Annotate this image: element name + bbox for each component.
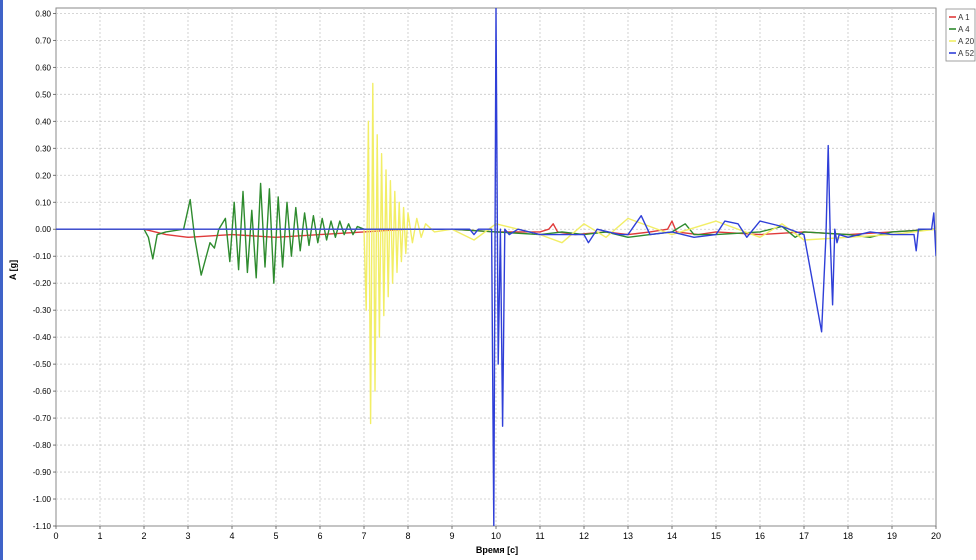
x-tick-label: 2	[141, 531, 146, 541]
x-axis-title: Время [c]	[476, 545, 518, 555]
y-tick-label: -0.10	[33, 252, 52, 261]
window-edge-bar	[0, 0, 3, 560]
y-tick-label: -0.70	[33, 414, 52, 423]
x-tick-label: 6	[317, 531, 322, 541]
series-line-a-52	[56, 8, 936, 526]
x-tick-label: 15	[711, 531, 721, 541]
x-tick-label: 8	[405, 531, 410, 541]
x-tick-label: 5	[273, 531, 278, 541]
x-tick-label: 19	[887, 531, 897, 541]
y-axis-title: A [g]	[8, 260, 18, 280]
x-tick-label: 17	[799, 531, 809, 541]
y-tick-label: -0.80	[33, 441, 52, 450]
x-tick-label: 7	[361, 531, 366, 541]
y-tick-label: -0.40	[33, 333, 52, 342]
y-tick-label: 0.80	[35, 9, 51, 18]
x-tick-label: 10	[491, 531, 501, 541]
y-tick-label: 0.00	[35, 225, 51, 234]
x-tick-label: 18	[843, 531, 853, 541]
legend-label: A 4	[958, 25, 970, 34]
legend-label: A 52	[958, 49, 975, 58]
y-tick-label: -0.30	[33, 306, 52, 315]
axes: 0 1 2 3 4 5 6 7 8 9 10 11 12 13 14 15 16 17 18 19 200.800.70…	[33, 9, 941, 541]
y-tick-label: -0.20	[33, 279, 52, 288]
x-tick-label: 16	[755, 531, 765, 541]
y-tick-label: 0.10	[35, 198, 51, 207]
y-tick-label: 0.50	[35, 90, 51, 99]
legend-label: A 1	[958, 13, 970, 22]
x-tick-label: 1	[97, 531, 102, 541]
y-tick-label: -1.00	[33, 495, 52, 504]
y-tick-label: 0.30	[35, 144, 51, 153]
y-tick-label: -0.60	[33, 387, 52, 396]
y-tick-label: -0.90	[33, 468, 52, 477]
y-tick-label: -1.10	[33, 522, 52, 531]
x-tick-label: 11	[535, 531, 544, 541]
y-tick-label: 0.20	[35, 171, 51, 180]
x-tick-label: 3	[185, 531, 190, 541]
x-tick-label: 13	[623, 531, 633, 541]
y-tick-label: 0.40	[35, 117, 51, 126]
series-line-a-20	[56, 82, 936, 425]
legend-label: A 20	[958, 37, 975, 46]
x-tick-label: 4	[229, 531, 234, 541]
x-tick-label: 20	[931, 531, 941, 541]
series-line-a-4	[56, 182, 936, 284]
x-tick-label: 9	[449, 531, 454, 541]
x-tick-label: 0	[53, 531, 58, 541]
y-tick-label: 0.70	[35, 36, 51, 45]
x-tick-label: 14	[667, 531, 677, 541]
series-group	[56, 8, 936, 526]
x-tick-label: 12	[579, 531, 589, 541]
legend: A 1 A 4 A 20 A 52	[945, 8, 976, 62]
y-tick-label: -0.50	[33, 360, 52, 369]
y-tick-label: 0.60	[35, 63, 51, 72]
